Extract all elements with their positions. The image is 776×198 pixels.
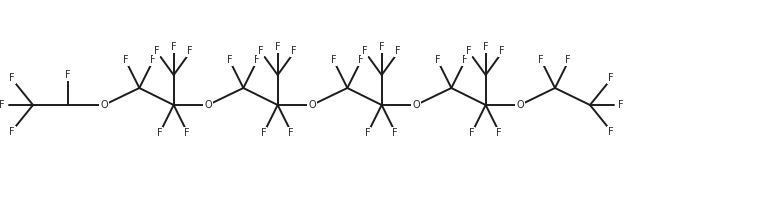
Text: F: F [288, 128, 293, 138]
Text: F: F [435, 55, 440, 65]
Text: F: F [469, 128, 474, 138]
Text: F: F [123, 55, 128, 65]
Text: F: F [608, 73, 614, 83]
Text: F: F [618, 100, 624, 110]
Text: F: F [227, 55, 232, 65]
Text: F: F [483, 42, 489, 52]
Text: F: F [154, 46, 160, 56]
Text: O: O [516, 100, 524, 110]
Text: O: O [308, 100, 316, 110]
Text: F: F [184, 128, 189, 138]
Text: F: F [187, 46, 192, 56]
Text: O: O [100, 100, 108, 110]
Text: O: O [204, 100, 212, 110]
Text: O: O [412, 100, 420, 110]
Text: O: O [204, 100, 212, 110]
Text: F: F [358, 55, 363, 65]
Text: F: F [261, 128, 266, 138]
Text: F: F [9, 73, 15, 83]
Text: O: O [308, 100, 316, 110]
Text: F: F [365, 128, 370, 138]
Text: F: F [157, 128, 162, 138]
Text: O: O [100, 100, 108, 110]
Text: F: F [171, 42, 176, 52]
Text: O: O [412, 100, 420, 110]
Text: F: F [466, 46, 472, 56]
Text: F: F [9, 127, 15, 137]
Text: F: F [362, 46, 368, 56]
Text: F: F [462, 55, 467, 65]
Text: F: F [254, 55, 259, 65]
Text: F: F [331, 55, 336, 65]
Text: O: O [516, 100, 524, 110]
Text: F: F [258, 46, 264, 56]
Text: F: F [565, 55, 571, 65]
Text: F: F [499, 46, 504, 56]
Text: F: F [379, 42, 384, 52]
Text: F: F [150, 55, 155, 65]
Text: F: F [539, 55, 544, 65]
Text: F: F [392, 128, 397, 138]
Text: F: F [395, 46, 400, 56]
Text: F: F [608, 127, 614, 137]
Text: F: F [65, 70, 71, 80]
Text: F: F [275, 42, 280, 52]
Text: F: F [496, 128, 501, 138]
Text: F: F [291, 46, 296, 56]
Text: F: F [0, 100, 5, 110]
